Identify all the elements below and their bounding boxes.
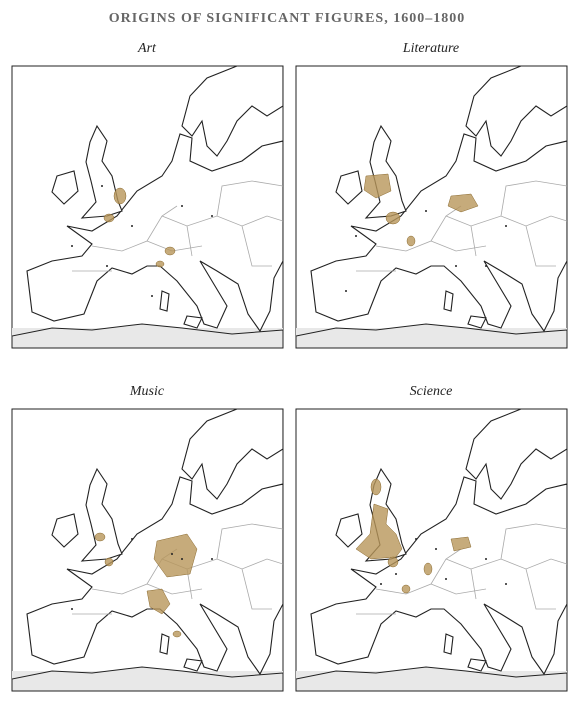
map-panel: Science <box>295 384 568 692</box>
clusters <box>345 173 507 292</box>
clusters <box>71 532 213 638</box>
panel-label: Art <box>137 41 157 56</box>
panel-label: Literature <box>402 41 459 56</box>
map-panel: Music <box>11 384 284 692</box>
map-panel: Art <box>11 41 284 349</box>
map-panel: Literature <box>295 41 568 349</box>
figure-title: ORIGINS OF SIGNIFICANT FIGURES, 1600–180… <box>109 11 465 26</box>
panel-label: Music <box>129 384 165 399</box>
panel-label: Science <box>410 384 453 399</box>
clusters <box>71 185 213 297</box>
clusters <box>355 478 507 594</box>
